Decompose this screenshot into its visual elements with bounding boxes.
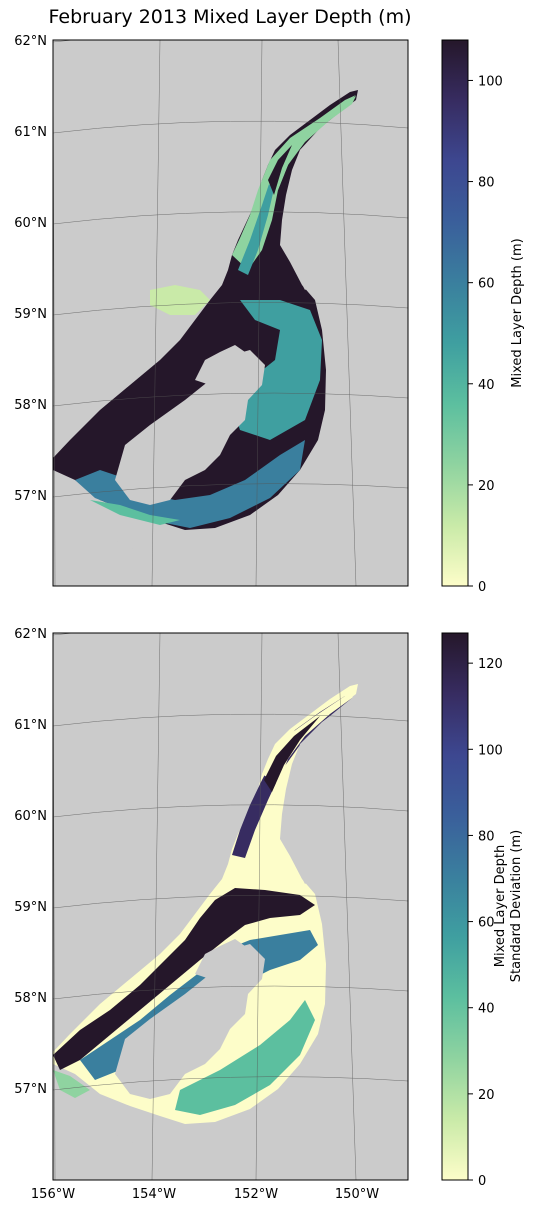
colorbar-tick-label: 0 [478, 1174, 486, 1189]
land-kenai [282, 90, 408, 290]
colorbar-tick-label: 20 [478, 1088, 495, 1103]
latitude-label: 58°N [14, 398, 47, 413]
latitude-labels: 62°N 61°N 60°N 59°N 58°N 57°N [14, 627, 47, 1097]
map-panel-mld-std: 62°N 61°N 60°N 59°N 58°N 57°N 156°W 154°W 152°W… [14, 627, 524, 1202]
colorbar-label-line: Standard Deviation (m) [509, 830, 524, 982]
colorbar-tick-label: 0 [478, 580, 486, 595]
latitude-label: 60°N [14, 809, 47, 824]
high-variance-band [53, 888, 315, 1070]
map-frame [52, 632, 409, 1181]
colorbar-tick-label: 100 [478, 74, 503, 89]
inlet-variance [232, 696, 352, 858]
colorbar-tick-label: 40 [478, 378, 495, 393]
inlet-channel [262, 96, 356, 190]
figure-title: February 2013 Mixed Layer Depth (m) [48, 6, 412, 28]
inlet-deep [264, 716, 320, 792]
coastal-green [53, 1070, 90, 1098]
longitude-label: 150°W [335, 1187, 379, 1202]
island-small [113, 540, 137, 550]
colorbar-tick-label: 60 [478, 916, 495, 931]
shelf-variance [175, 1000, 315, 1115]
latitude-label: 61°N [14, 718, 47, 733]
latitude-label: 60°N [14, 216, 47, 231]
latitude-label: 59°N [14, 900, 47, 915]
longitude-labels: 156°W 154°W 152°W 150°W [31, 1187, 379, 1202]
island-small [138, 1130, 158, 1138]
latitude-label: 62°N [14, 34, 47, 49]
colorbar-tick-label: 80 [478, 829, 495, 844]
island-small [113, 1134, 137, 1144]
inlet-deep [268, 145, 292, 195]
latitude-label: 59°N [14, 307, 47, 322]
colorbar [441, 632, 469, 1181]
longitude-label: 154°W [132, 1187, 176, 1202]
colorbar-tick-label: 20 [478, 479, 495, 494]
graticule [53, 633, 408, 1180]
longitude-label: 156°W [31, 1187, 75, 1202]
colorbar-label-line: Mixed Layer Depth [493, 845, 508, 967]
colorbar-tick-label: 100 [478, 743, 503, 758]
latitude-label: 57°N [14, 1082, 47, 1097]
land-kenai [282, 684, 408, 884]
southern-shelf [75, 440, 305, 528]
colorbar [441, 39, 469, 587]
graticule [53, 40, 408, 586]
latitude-label: 62°N [14, 627, 47, 642]
map-panel-mld: 62°N 61°N 60°N 59°N 58°N 57°N 0 20 40 60 80 100 Mi… [14, 34, 525, 595]
latitude-labels: 62°N 61°N 60°N 59°N 58°N 57°N [14, 34, 47, 504]
colorbar-tick-label: 120 [478, 657, 503, 672]
colorbar-ticks: 0 20 40 60 80 100 120 [468, 657, 503, 1189]
island-afognak [195, 939, 245, 979]
shelf-mid [230, 300, 322, 440]
island-small [138, 536, 158, 544]
island-afognak [195, 345, 245, 385]
shallow-fringe [150, 285, 210, 315]
longitude-label: 152°W [234, 1187, 278, 1202]
latitude-label: 61°N [14, 125, 47, 140]
map-frame [52, 39, 409, 587]
colorbar-ticks: 0 20 40 60 80 100 [468, 74, 503, 595]
island-kodiak [115, 944, 265, 1099]
coastal-green [90, 500, 180, 525]
island-kodiak [115, 350, 265, 505]
latitude-label: 58°N [14, 991, 47, 1006]
latitude-label: 57°N [14, 489, 47, 504]
colorbar-label: Mixed Layer Depth (m) [510, 238, 525, 387]
colorbar-label-line: Mixed Layer Depth (m) [510, 238, 525, 387]
colorbar-label: Mixed Layer DepthStandard Deviation (m) [493, 830, 524, 982]
colorbar-tick-label: 80 [478, 176, 495, 191]
colorbar-tick-label: 40 [478, 1002, 495, 1017]
colorbar-tick-label: 60 [478, 277, 495, 292]
